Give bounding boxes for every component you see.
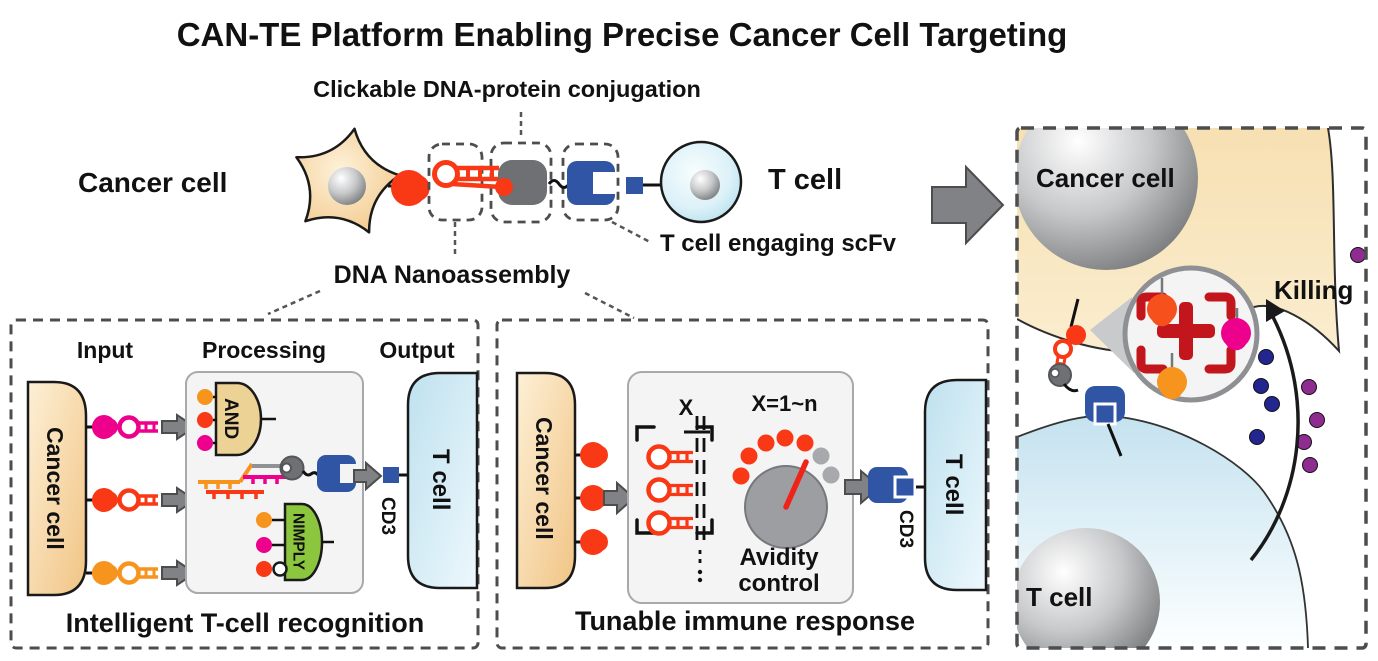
cancer-cell-shape xyxy=(515,371,577,590)
killing-panel-art xyxy=(1017,128,1366,648)
repeat-range-label: X=1~n xyxy=(751,391,818,416)
cancer-cell-vlabel: Cancer cell xyxy=(42,426,68,550)
scfv-icon xyxy=(567,161,616,205)
cancer-cell-vlabel: Cancer cell xyxy=(531,416,557,540)
dial-needle-icon xyxy=(783,459,809,510)
killing-arrow-icon xyxy=(1249,299,1300,562)
nimply-gate-icon xyxy=(256,502,334,582)
perforin-dots xyxy=(1249,349,1280,445)
nucleus-icon xyxy=(328,167,366,205)
cd3-label: CD3 xyxy=(895,509,916,548)
conjugation-label: Clickable DNA-protein conjugation xyxy=(313,76,701,102)
scfv-dashed-box xyxy=(561,142,620,222)
cd3-icon xyxy=(383,467,399,483)
recognition-caption: Intelligent T-cell recognition xyxy=(65,608,425,638)
processing-header: Processing xyxy=(202,337,326,363)
input-receptor-orange xyxy=(86,559,197,587)
cancer-cell-label: Cancer cell xyxy=(1036,163,1175,193)
nimply-gate-label: NIMPLY xyxy=(289,513,307,571)
cancer-cell-shape xyxy=(26,380,88,597)
nanoassembly-label: DNA Nanoassembly xyxy=(333,261,571,289)
avidity-caption: Tunable immune response xyxy=(574,606,916,636)
avidity-dial-label: Avidity control xyxy=(738,544,820,597)
t-nucleus-icon xyxy=(1017,528,1160,648)
cd3-icon xyxy=(626,177,643,194)
bead-icon xyxy=(279,455,305,481)
t-cell-vlabel: T cell xyxy=(427,449,454,511)
figure-title: CAN-TE Platform Enabling Precise Cancer … xyxy=(176,16,1068,53)
t-cell-shape xyxy=(923,378,988,592)
not-bubble-icon xyxy=(272,561,288,577)
dna-hairpin-icon xyxy=(432,160,502,190)
antigen-row-icons xyxy=(575,442,608,555)
recognition-box xyxy=(9,318,480,650)
bracket-icon xyxy=(1136,292,1236,374)
input-header: Input xyxy=(76,337,134,363)
input-receptor-pink xyxy=(86,413,197,441)
t-cell-label: T cell xyxy=(1026,582,1093,612)
input-receptor-red xyxy=(86,486,197,514)
synapse-connector-icon xyxy=(1048,298,1125,457)
callout-lines xyxy=(267,112,651,320)
scfv-icon xyxy=(317,455,357,492)
cd3-icon xyxy=(893,475,917,499)
cd3-label: CD3 xyxy=(377,496,398,535)
t-cell-shape xyxy=(406,371,479,590)
avidity-box xyxy=(495,318,990,650)
cancer-cell-icon xyxy=(295,127,401,234)
killing-label: Killing xyxy=(1274,275,1354,305)
output-header: Output xyxy=(379,337,455,363)
top-schematic xyxy=(267,112,1005,320)
t-cell-icon xyxy=(659,140,743,224)
and-gate-label: AND xyxy=(220,398,241,440)
click-site-icon xyxy=(495,178,513,196)
nucleus-icon xyxy=(690,170,720,200)
cancer-cell-label: Cancer cell xyxy=(78,167,228,198)
output-arrow-icon xyxy=(353,460,383,492)
avidity-dial-icon xyxy=(732,429,840,549)
cancer-nucleus-icon xyxy=(1017,128,1198,270)
t-cell-vlabel: T cell xyxy=(940,454,967,516)
hairpin-dashed-box xyxy=(427,142,484,222)
cross-icon xyxy=(1179,302,1193,360)
dashed-border xyxy=(9,318,480,650)
antigen-binder-icon xyxy=(390,170,430,206)
arrow-icon xyxy=(603,480,636,516)
scfv-label: T cell engaging scFv xyxy=(659,230,897,257)
dashed-border xyxy=(495,318,990,650)
repeat-count-label: X xyxy=(678,395,694,420)
and-gate-icon xyxy=(197,381,276,457)
right-arrow-icon xyxy=(931,164,1005,246)
protein-linker-icon xyxy=(498,160,547,205)
magnifier-icon xyxy=(1090,265,1260,403)
t-cell-label: T cell xyxy=(768,164,843,196)
repeat-bracket-icon xyxy=(635,416,714,583)
linker-dashed-box xyxy=(489,141,553,224)
peg-squiggle-icon xyxy=(547,179,571,189)
granzyme-dots xyxy=(1296,247,1366,473)
killing-panel-border xyxy=(1015,126,1368,650)
scfv-icon xyxy=(868,467,927,503)
peg-squiggle-icon xyxy=(301,470,320,477)
